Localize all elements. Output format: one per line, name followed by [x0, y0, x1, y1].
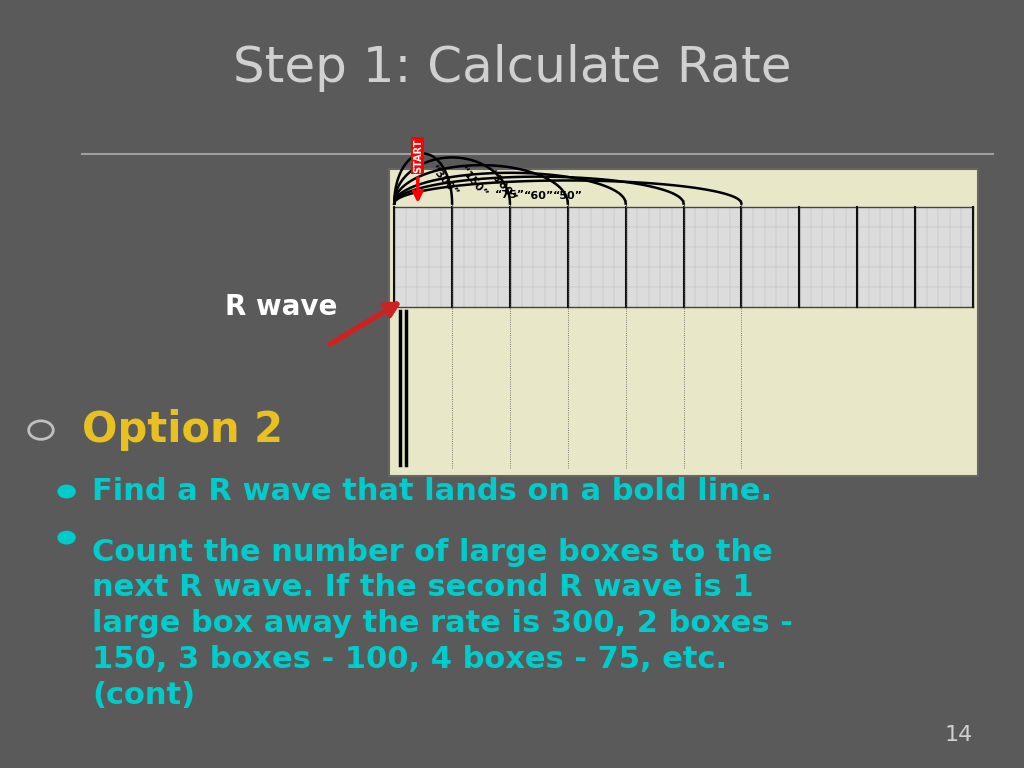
Text: START: START [413, 138, 423, 173]
Circle shape [57, 485, 76, 498]
FancyBboxPatch shape [389, 169, 978, 476]
Text: Find a R wave that lands on a bold line.: Find a R wave that lands on a bold line. [92, 477, 772, 506]
Text: “50”: “50” [553, 191, 583, 201]
Text: “75”: “75” [495, 190, 525, 200]
Text: Count the number of large boxes to the
next R wave. If the second R wave is 1
la: Count the number of large boxes to the n… [92, 538, 793, 710]
Text: 14: 14 [944, 725, 973, 745]
Text: Step 1: Calculate Rate: Step 1: Calculate Rate [232, 44, 792, 92]
Text: R wave: R wave [225, 293, 338, 321]
Text: Option 2: Option 2 [82, 409, 283, 451]
Circle shape [57, 531, 76, 545]
Text: “100”: “100” [486, 168, 518, 204]
FancyBboxPatch shape [394, 207, 973, 307]
Text: “300”: “300” [428, 164, 460, 199]
Text: “60”: “60” [523, 190, 554, 201]
Text: “150”: “150” [457, 165, 489, 200]
